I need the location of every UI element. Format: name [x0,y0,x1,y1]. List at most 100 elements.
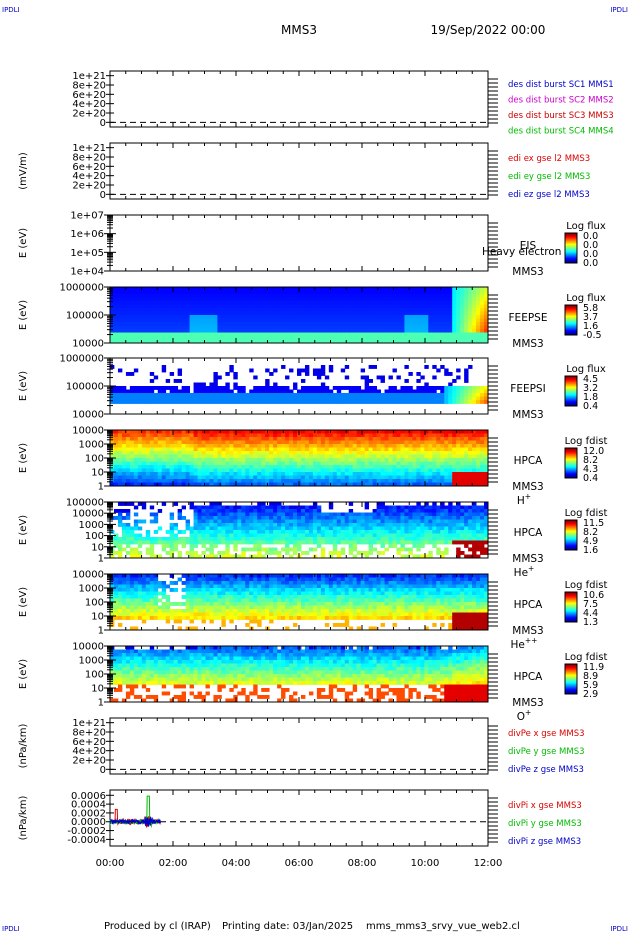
spectrogram-cell [241,290,246,295]
spectrogram-cell [257,386,262,390]
spectrogram-cell [137,396,143,401]
spectrogram-cell [328,287,334,291]
spectrogram-cell [145,444,151,448]
spectrogram-cell [432,311,437,316]
spectrogram-cell [360,315,366,319]
spectrogram-cell [360,482,366,487]
spectrogram-cell [460,400,465,404]
spectrogram-cell [113,551,119,555]
spectrogram-cell [460,440,465,445]
spectrogram-cell [253,451,258,455]
spectrogram-cell [336,308,342,312]
spectrogram-cell [356,454,362,459]
spectrogram-cell [205,444,210,448]
spectrogram-cell [181,311,186,316]
colorbar-cell [565,329,577,331]
spectrogram-cell [261,465,266,469]
spectrogram-cell [277,440,282,445]
spectrogram-cell [233,458,238,462]
spectrogram-cell [209,396,214,401]
spectrogram-cell [149,475,155,480]
spectrogram-cell [440,461,445,466]
spectrogram-cell [273,505,278,510]
spectrogram-cell [193,554,198,559]
instrument-label: EIS [520,240,537,252]
spectrogram-cell [269,516,274,520]
spectrogram-cell [245,287,250,291]
spectrogram-cell [400,311,405,316]
spectrogram-cell [352,526,358,531]
spectrogram-cell [225,533,230,538]
spectrogram-cell [388,437,393,441]
spectrogram-cell [201,523,206,527]
spectrogram-cell [249,336,254,340]
spectrogram-cell [217,318,222,323]
spectrogram-cell [328,365,334,369]
spectrogram-cell [400,297,405,302]
spectrogram-cell [113,537,119,541]
spectrogram-cell [169,461,175,466]
spectrogram-cell [336,287,342,291]
spectrogram-cell [320,396,326,401]
spectrogram-cell [384,479,389,483]
colorbar-cell [565,472,577,474]
spectrogram-cell [225,465,230,469]
spectrogram-cell [245,440,250,445]
spectrogram-cell [464,297,469,302]
spectrogram-cell [169,290,175,295]
spectrogram-cell [304,430,310,434]
spectrogram-cell [324,454,330,459]
spectrogram-cell [332,325,338,330]
spectrogram-cell [404,451,409,455]
spectrogram-cell [261,308,266,312]
spectrogram-cell [277,461,282,466]
spectrogram-cell [285,454,290,459]
spectrogram-cell [324,430,330,434]
spectrogram-cell [324,475,330,480]
spectrogram-cell [233,382,238,387]
spectrogram-cell [484,389,489,394]
spectrogram-cell [285,526,290,531]
spectrogram-cell [113,304,119,309]
spectrogram-cell [281,297,286,302]
spectrogram-cell [428,430,433,434]
spectrogram-cell [257,505,262,510]
spectrogram-cell [273,468,278,473]
spectrogram-cell [153,444,159,448]
spectrogram-cell [265,468,270,473]
spectrogram-cell [169,325,175,330]
spectrogram-cell [396,318,401,323]
spectrogram-cell [129,400,135,404]
spectrogram-cell [304,479,310,483]
spectrogram-cell [300,400,306,404]
spectrogram-cell [149,479,155,483]
spectrogram-cell [300,332,306,337]
spectrogram-cell [380,451,385,455]
spectrogram-cell [312,311,318,316]
spectrogram-cell [125,308,131,312]
spectrogram-cell [173,332,179,337]
spectrogram-cell [165,325,171,330]
spectrogram-cell [416,339,421,344]
spectrogram-cell [137,475,143,480]
spectrogram-cell [348,294,354,298]
spectrogram-cell [440,430,445,434]
spectrogram-cell [408,389,413,394]
spectrogram-cell [177,389,183,394]
spectrogram-cell [110,308,115,312]
spectrogram-cell [464,332,469,337]
spectrogram-cell [332,475,338,480]
spectrogram-cell [484,308,489,312]
spectrogram-cell [269,297,274,302]
spectrogram-cell [245,447,250,452]
spectrogram-cell [364,458,370,462]
spectrogram-cell [265,308,270,312]
spectrogram-cell [257,526,262,531]
spectrogram-cell [384,396,389,401]
spectrogram-cell [364,454,370,459]
spectrogram-cell [181,290,186,295]
spectrogram-cell [456,430,461,434]
spectrogram-cell [161,430,167,434]
spectrogram-cell [173,437,179,441]
spectrogram-cell [285,311,290,316]
